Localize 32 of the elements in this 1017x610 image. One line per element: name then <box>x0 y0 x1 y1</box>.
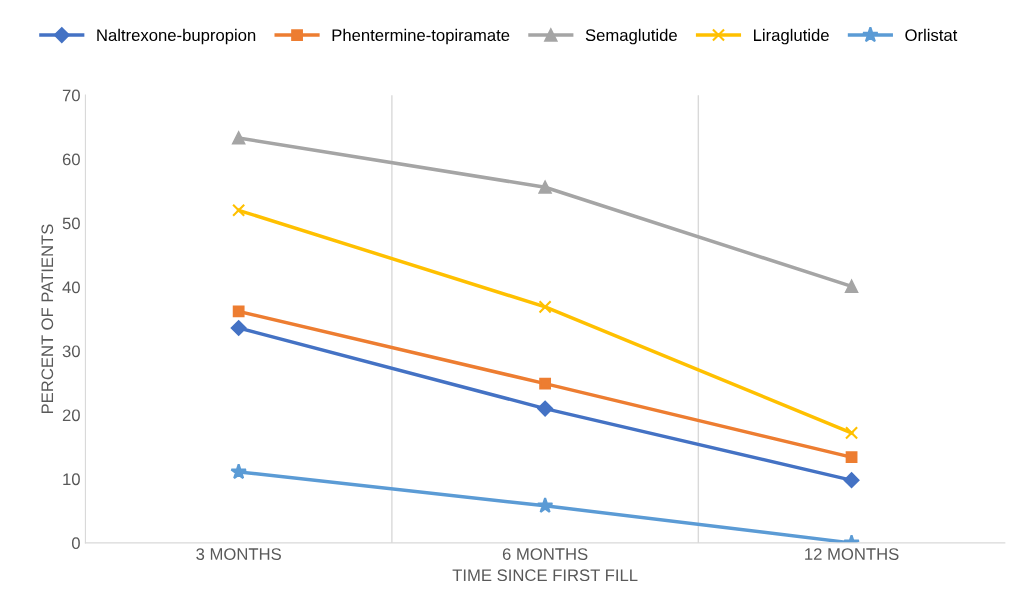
point <box>844 279 859 293</box>
y-tick-label: 20 <box>62 409 80 422</box>
point <box>538 300 552 314</box>
legend-label: Liraglutide <box>754 28 829 45</box>
y-tick-label: 40 <box>62 281 80 294</box>
y-axis-title: PERCENT OF PATIENTS <box>41 224 54 414</box>
point <box>536 497 554 514</box>
x-tick-label: 6 MONTHS <box>502 548 588 560</box>
point <box>232 305 245 318</box>
point <box>538 180 552 194</box>
y-tick-label: 10 <box>63 473 80 486</box>
point <box>232 131 246 145</box>
point <box>845 451 858 464</box>
x-tick-label: 3 MONTHS <box>196 548 281 560</box>
point <box>844 426 859 440</box>
point <box>843 472 860 489</box>
legend-label: Phentermine-topiramate <box>332 28 510 45</box>
x-tick-label: 12 MONTHS <box>805 548 899 560</box>
y-tick-label: 50 <box>62 217 80 230</box>
point <box>230 463 247 480</box>
y-tick-label: 30 <box>62 345 80 358</box>
point <box>232 203 246 217</box>
legend-label: Semaglutide <box>585 28 677 45</box>
x-axis-title: TIME SINCE FIRST FILL <box>452 569 638 582</box>
point <box>539 377 552 390</box>
y-tick-label: 70 <box>62 89 80 102</box>
point <box>230 320 247 336</box>
point <box>537 400 554 417</box>
y-tick-label: 60 <box>62 153 80 166</box>
legend-label: Naltrexone-bupropion <box>97 28 256 45</box>
y-tick-label: 0 <box>71 537 80 550</box>
legend-label: Orlistat <box>905 28 958 42</box>
